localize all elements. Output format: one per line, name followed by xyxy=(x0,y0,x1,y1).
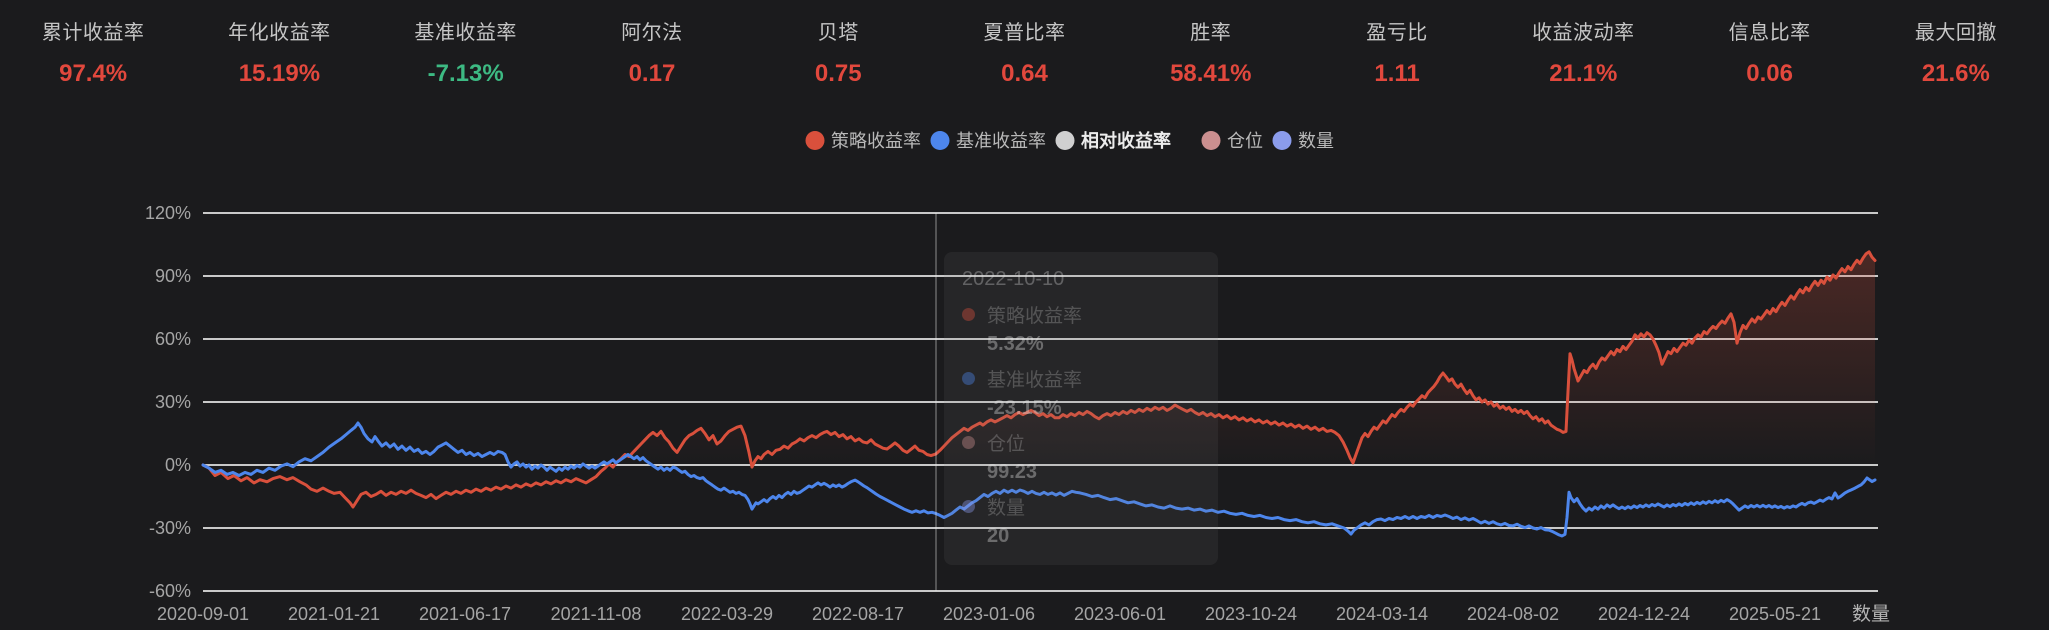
x-axis-label: 2024-03-14 xyxy=(1336,604,1428,624)
metric-label: 信息比率 xyxy=(1728,22,1811,44)
legend-marker-icon xyxy=(930,130,949,150)
x-axis-label: 2023-01-06 xyxy=(943,604,1035,624)
metric-3: 基准收益率 -7.13% xyxy=(373,16,559,104)
legend-marker-icon xyxy=(1055,130,1074,150)
metric-9: 收益波动率 21.1% xyxy=(1490,16,1676,104)
x-axis-label: 2024-08-02 xyxy=(1467,604,1559,624)
x-axis-label: 2023-10-24 xyxy=(1205,604,1297,624)
y-axis-label: 90% xyxy=(155,266,191,286)
metric-value: 58.41% xyxy=(1170,60,1252,87)
metric-label: 收益波动率 xyxy=(1532,22,1635,44)
metric-value: 15.19% xyxy=(238,60,321,87)
x-axis-label: 2022-03-29 xyxy=(681,604,773,624)
metrics-bar: 累计收益率 97.4% 年化收益率 15.19% 基准收益率 -7.13% 阿尔法 0.17 贝… xyxy=(0,0,2049,104)
metric-label: 最大回撤 xyxy=(1914,22,1997,44)
benchmark-line[interactable] xyxy=(201,421,1877,538)
legend-label: 策略收益率 xyxy=(831,131,921,151)
metric-value: 0.75 xyxy=(814,60,862,87)
metric-1: 累计收益率 97.4% xyxy=(0,16,186,104)
metric-label: 阿尔法 xyxy=(621,22,683,44)
y-axis-label: 30% xyxy=(155,392,191,412)
metric-value: 21.1% xyxy=(1549,60,1618,87)
x-axis-label: 2024-12-24 xyxy=(1598,604,1690,624)
metric-value: 0.17 xyxy=(628,60,676,87)
legend-label: 基准收益率 xyxy=(956,131,1046,151)
legend-item-quantity[interactable]: 数量 xyxy=(1272,127,1334,153)
metric-4: 阿尔法 0.17 xyxy=(559,16,745,104)
metric-label: 年化收益率 xyxy=(228,22,331,44)
strategy-area xyxy=(203,251,1875,465)
metric-value: 0.64 xyxy=(1001,60,1048,87)
y-axis-label: 120% xyxy=(145,203,191,223)
x-axis-label: 2020-09-01 xyxy=(157,604,249,624)
y-axis-label: -60% xyxy=(149,581,191,601)
y-axis-label: 0% xyxy=(165,455,191,475)
legend-marker-icon xyxy=(1272,130,1291,150)
metric-value: 97.4% xyxy=(59,60,128,87)
metric-label: 胜率 xyxy=(1190,22,1232,44)
metric-2: 年化收益率 15.19% xyxy=(186,16,372,104)
y-axis-label: 60% xyxy=(155,329,191,349)
metric-label: 夏普比率 xyxy=(983,22,1066,44)
legend-item-strategy[interactable]: 策略收益率 xyxy=(805,127,921,153)
legend-label: 相对收益率 xyxy=(1081,131,1171,151)
metric-label: 贝塔 xyxy=(817,22,859,44)
legend-item-position[interactable]: 仓位 xyxy=(1201,127,1263,153)
legend-label: 数量 xyxy=(1298,131,1334,151)
series-layer xyxy=(201,250,1877,538)
metric-label: 盈亏比 xyxy=(1366,22,1428,44)
metric-10: 信息比率 0.06 xyxy=(1676,16,1862,104)
legend-marker-icon xyxy=(1201,130,1220,150)
x-axis-label: 2025-05-21 xyxy=(1729,604,1821,624)
chart-legend: 策略收益率 基准收益率 相对收益率 仓位 数量 xyxy=(805,127,1334,153)
x-axis-label: 2022-08-17 xyxy=(812,604,904,624)
metric-11: 最大回撤 21.6% xyxy=(1863,16,2049,104)
legend-label: 仓位 xyxy=(1227,131,1263,151)
right-axis-name: 数量 xyxy=(1852,604,1891,625)
x-axis-label: 2021-11-08 xyxy=(551,604,642,624)
metric-label: 累计收益率 xyxy=(41,22,145,44)
metric-value: 21.6% xyxy=(1921,60,1990,87)
x-axis-label: 2021-01-21 xyxy=(288,604,380,624)
metric-value: 0.06 xyxy=(1746,60,1793,87)
legend-item-benchmark[interactable]: 基准收益率 xyxy=(930,127,1046,153)
metric-value: -7.13% xyxy=(427,60,504,87)
legend-item-relative[interactable]: 相对收益率 xyxy=(1055,127,1171,153)
metric-5: 贝塔 0.75 xyxy=(745,16,931,104)
strategy-line[interactable] xyxy=(201,250,1877,509)
x-axis-label: 2021-06-17 xyxy=(419,604,511,624)
y-axis-label: -30% xyxy=(149,518,191,538)
metric-7: 胜率 58.41% xyxy=(1118,16,1304,104)
legend-marker-icon xyxy=(805,130,824,150)
metric-label: 基准收益率 xyxy=(414,22,517,44)
metric-6: 夏普比率 0.64 xyxy=(931,16,1117,104)
metric-8: 盈亏比 1.11 xyxy=(1304,16,1490,104)
metric-value: 1.11 xyxy=(1374,60,1420,87)
x-axis-label: 2023-06-01 xyxy=(1074,604,1166,624)
